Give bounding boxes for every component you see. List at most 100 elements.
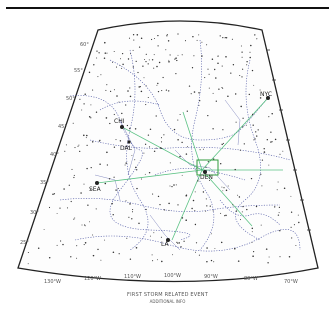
latitude-labels: 60° 55° 50° 45° 40° 35° 30° 25° <box>20 42 89 246</box>
station-dot <box>173 128 176 131</box>
station-dot <box>195 242 198 244</box>
station-dot <box>173 184 175 186</box>
station-dot <box>113 176 115 178</box>
station-dot <box>91 141 94 143</box>
station-dot <box>172 254 174 256</box>
svg-text:NYC: NYC <box>260 91 272 98</box>
station-dot <box>179 113 181 116</box>
station-dot <box>77 145 79 147</box>
station-dot <box>268 256 270 258</box>
station-dot <box>185 219 187 221</box>
station-dot <box>143 152 145 154</box>
station-dot <box>161 90 163 92</box>
station-dot <box>112 251 115 254</box>
station-dot <box>81 224 83 226</box>
station-dot <box>251 231 253 233</box>
station-dot <box>140 90 143 93</box>
station-dot <box>256 135 258 137</box>
station-dot <box>66 207 69 209</box>
station-dot <box>135 166 137 169</box>
station-dot <box>222 87 224 89</box>
station-dot <box>88 115 91 118</box>
station-dot <box>185 194 188 196</box>
station-dot <box>106 84 108 86</box>
station-dot <box>227 185 229 187</box>
station-dot <box>83 134 85 137</box>
station-dot <box>37 247 40 250</box>
station-dot <box>132 209 134 211</box>
station-dot <box>145 104 147 106</box>
station-dot <box>156 259 158 261</box>
station-dot <box>260 173 262 175</box>
station-dot <box>140 178 143 180</box>
station-dot <box>283 187 286 189</box>
station-dot <box>224 37 226 39</box>
place-chi: CHI <box>114 118 125 129</box>
svg-text:SEA: SEA <box>89 186 102 193</box>
station-dot <box>210 233 212 235</box>
station-dot <box>113 89 115 91</box>
station-dot <box>234 247 236 250</box>
station-dot <box>87 204 89 206</box>
station-dot <box>96 57 98 59</box>
station-dot <box>84 242 87 244</box>
station-dot <box>175 57 177 59</box>
station-dot <box>136 34 139 36</box>
station-dot <box>177 139 179 141</box>
station-dot <box>201 55 203 57</box>
station-dot <box>195 251 196 253</box>
station-dot <box>126 237 128 239</box>
station-dot <box>100 259 102 261</box>
svg-text:35°: 35° <box>40 180 49 186</box>
station-dot <box>111 202 113 205</box>
station-dot <box>68 184 70 186</box>
station-dot <box>185 153 188 155</box>
station-dot <box>235 210 238 212</box>
station-dot <box>208 73 210 75</box>
station-dot <box>266 139 268 141</box>
station-dot <box>70 200 72 203</box>
svg-text:120°W: 120°W <box>84 276 101 282</box>
station-dot <box>219 35 221 37</box>
station-dot <box>279 229 281 232</box>
station-dots <box>27 33 300 265</box>
svg-text:LA: LA <box>161 241 169 248</box>
station-dot <box>194 191 196 193</box>
station-dot <box>145 61 147 63</box>
station-dot <box>86 134 88 137</box>
station-dot <box>142 65 144 67</box>
station-dot <box>274 138 277 141</box>
station-dot <box>223 187 225 189</box>
station-dot <box>257 129 259 131</box>
station-dot <box>196 39 198 41</box>
station-dot <box>147 63 149 65</box>
station-dot <box>243 143 245 145</box>
station-dot <box>242 117 244 119</box>
station-dot <box>168 209 170 211</box>
station-dot <box>214 247 216 249</box>
station-dot <box>168 59 170 61</box>
station-dot <box>221 143 223 146</box>
station-dot <box>267 262 269 264</box>
svg-text:CHI: CHI <box>114 118 125 125</box>
station-dot <box>255 131 257 133</box>
station-dot <box>64 150 66 152</box>
station-dot <box>73 174 75 176</box>
station-dot <box>129 203 131 205</box>
station-dot <box>215 77 217 79</box>
station-dot <box>157 90 160 93</box>
station-dot <box>83 244 85 246</box>
station-dot <box>48 256 51 259</box>
station-dot <box>71 168 73 170</box>
svg-text:30°: 30° <box>30 210 39 216</box>
station-dot <box>147 134 150 136</box>
station-dot <box>129 95 132 98</box>
station-dot <box>48 206 51 209</box>
station-dot <box>246 61 248 63</box>
station-dot <box>135 60 137 63</box>
station-dot <box>166 33 168 36</box>
station-dot <box>239 74 241 77</box>
station-dot <box>163 209 166 211</box>
station-dot <box>120 58 121 60</box>
station-dot <box>52 193 54 195</box>
